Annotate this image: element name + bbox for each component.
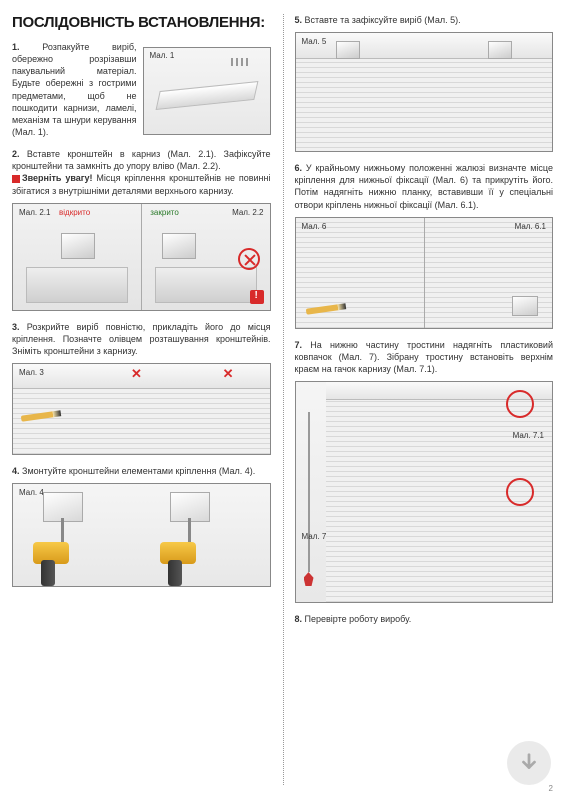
warning-badge-icon bbox=[250, 290, 264, 304]
step-2-text: 2. Вставте кронштейн в карниз (Мал. 2.1)… bbox=[12, 148, 271, 172]
figure-2-2-label: Мал. 2.2 bbox=[230, 207, 265, 218]
x-mark-icon: ✕ bbox=[131, 366, 142, 382]
figure-3-label: Мал. 3 bbox=[17, 367, 46, 378]
bracket-open-graphic bbox=[61, 233, 95, 259]
figure-6-label: Мал. 6 bbox=[300, 221, 329, 232]
figure-2-1-label: Мал. 2.1 bbox=[17, 207, 52, 218]
figure-6: Мал. 6 Мал. 6.1 bbox=[295, 217, 554, 329]
rail-top-graphic bbox=[296, 33, 553, 59]
figure-5-label: Мал. 5 bbox=[300, 36, 329, 47]
step-7-text: 7. На нижню частину тростини надягніть п… bbox=[295, 339, 554, 375]
figure-1: Мал. 1 bbox=[143, 47, 271, 135]
x-mark-icon: ✕ bbox=[223, 366, 234, 382]
page-number: 2 bbox=[549, 784, 553, 793]
bottom-bracket-graphic bbox=[512, 296, 538, 316]
left-column: ПОСЛІДОВНІСТЬ ВСТАНОВЛЕННЯ: 1. Розпакуйт… bbox=[0, 0, 283, 799]
step-4: 4. Змонтуйте кронштейни елементами кріпл… bbox=[12, 465, 271, 587]
figure-4: Мал. 4 bbox=[12, 483, 271, 587]
step-3: 3. Розкрийте виріб повністю, прикладіть … bbox=[12, 321, 271, 455]
scroll-down-icon bbox=[507, 741, 551, 785]
step-2: 2. Вставте кронштейн в карниз (Мал. 2.1)… bbox=[12, 148, 271, 311]
block-graphic bbox=[26, 267, 129, 303]
step-5-text: 5. Вставте та зафіксуйте виріб (Мал. 5). bbox=[295, 14, 554, 26]
figure-6-1-label: Мал. 6.1 bbox=[513, 221, 548, 232]
bracket-graphic bbox=[488, 41, 512, 59]
step-8-text: 8. Перевірте роботу виробу. bbox=[295, 613, 554, 625]
drill-icon bbox=[33, 526, 93, 586]
rail-graphic bbox=[155, 81, 258, 110]
step-7: 7. На нижню частину тростини надягніть п… bbox=[295, 339, 554, 603]
figure-3: Мал. 3 ✕ ✕ bbox=[12, 363, 271, 455]
step-1-text: 1. Розпакуйте виріб, обережно розрізавши… bbox=[12, 41, 137, 138]
cord-graphic bbox=[308, 412, 310, 572]
main-title: ПОСЛІДОВНІСТЬ ВСТАНОВЛЕННЯ: bbox=[12, 14, 271, 31]
parts-graphic bbox=[231, 58, 259, 76]
label-open: відкрито bbox=[57, 207, 92, 218]
figure-7-1-label: Мал. 7.1 bbox=[511, 430, 546, 441]
step-6: 6. У крайньому нижньому положенні жалюзі… bbox=[295, 162, 554, 329]
drill-icon bbox=[160, 526, 220, 586]
bracket-closed-graphic bbox=[162, 233, 196, 259]
figure-1-label: Мал. 1 bbox=[148, 50, 177, 61]
step-6-text: 6. У крайньому нижньому положенні жалюзі… bbox=[295, 162, 554, 211]
block-graphic-2 bbox=[155, 267, 257, 303]
figure-5: Мал. 5 bbox=[295, 32, 554, 152]
detail-circle-icon bbox=[506, 478, 534, 506]
cross-detail-icon bbox=[238, 248, 260, 270]
figure-2: Мал. 2.1 відкрито закрито Мал. 2.2 bbox=[12, 203, 271, 311]
step-5: 5. Вставте та зафіксуйте виріб (Мал. 5).… bbox=[295, 14, 554, 152]
figure-4-label: Мал. 4 bbox=[17, 487, 46, 498]
step-3-text: 3. Розкрийте виріб повністю, прикладіть … bbox=[12, 321, 271, 357]
step-8: 8. Перевірте роботу виробу. bbox=[295, 613, 554, 625]
right-column: 5. Вставте та зафіксуйте виріб (Мал. 5).… bbox=[283, 0, 565, 799]
step-1: 1. Розпакуйте виріб, обережно розрізавши… bbox=[12, 41, 271, 138]
bracket-graphic bbox=[336, 41, 360, 59]
figure-7: Мал. 7 Мал. 7.1 bbox=[295, 381, 554, 603]
warning-icon bbox=[12, 175, 20, 183]
label-closed: закрито bbox=[148, 207, 181, 218]
detail-circle-icon bbox=[506, 390, 534, 418]
step-4-text: 4. Змонтуйте кронштейни елементами кріпл… bbox=[12, 465, 271, 477]
tassel-icon bbox=[304, 572, 314, 586]
step-2-warning: Зверніть увагу! Місця кріплення кронштей… bbox=[12, 172, 271, 196]
figure-7-label: Мал. 7 bbox=[300, 531, 329, 542]
